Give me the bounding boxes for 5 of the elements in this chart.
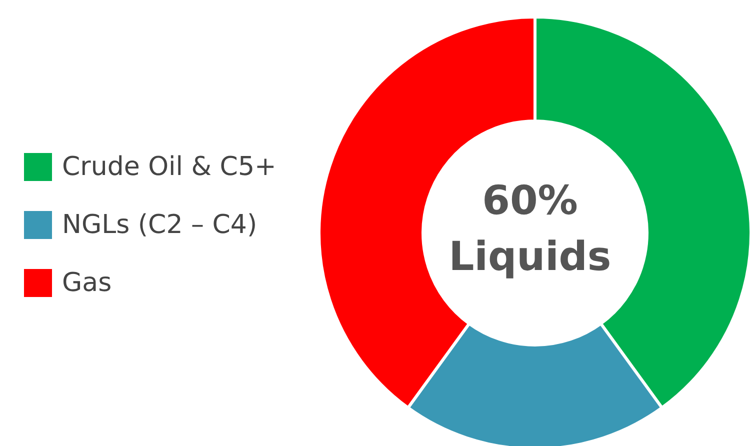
- legend-label: NGLs (C2 – C4): [62, 210, 258, 240]
- legend-label: Gas: [62, 268, 112, 298]
- text: 60%: [481, 177, 579, 226]
- legend-label: Crude Oil & C5+: [62, 152, 276, 182]
- text: Liquids: [448, 233, 612, 282]
